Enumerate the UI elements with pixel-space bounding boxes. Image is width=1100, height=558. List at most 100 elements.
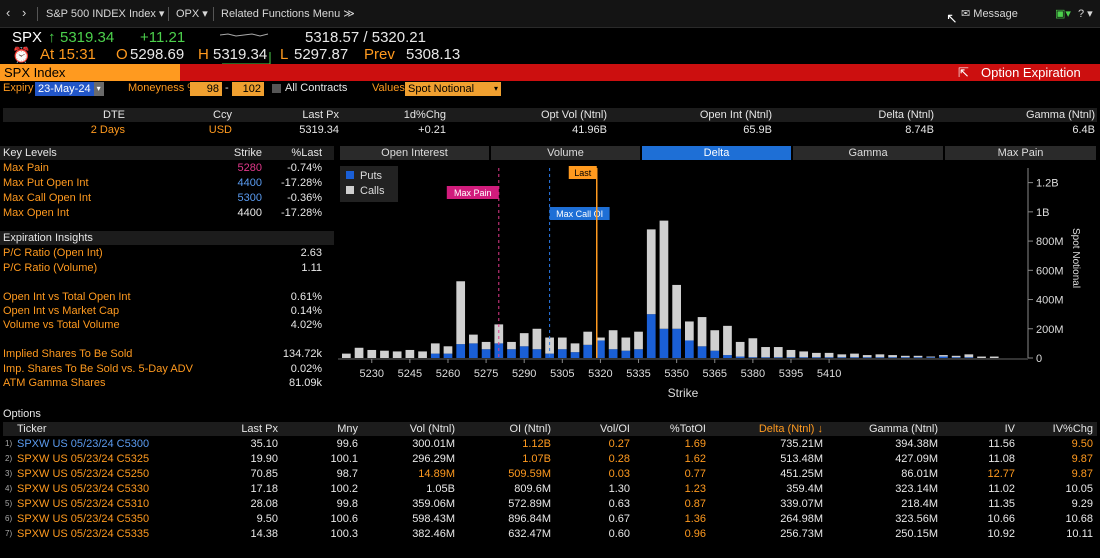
index-label[interactable]: SPX Index xyxy=(0,64,180,81)
x-tick-label: 5410 xyxy=(817,368,841,380)
legend-label-puts: Puts xyxy=(360,170,383,182)
table-row[interactable]: 4) SPXW US 05/23/24 C5330 17.18 100.2 1.05B 8… xyxy=(3,482,1097,496)
key-level-row: Max Call Open Int 5300 -0.36% xyxy=(0,191,334,205)
bar-puts xyxy=(621,350,631,358)
cell-vol: 382.46M xyxy=(412,528,455,540)
cell-pct: 0.77 xyxy=(684,468,706,480)
row-number: 3) xyxy=(5,469,13,478)
values-select[interactable]: Spot Notional ▾ xyxy=(405,82,501,96)
insight-value: 4.02% xyxy=(290,319,322,331)
message-button[interactable]: ✉ Message xyxy=(961,8,1018,20)
max-pain-label: Max Pain xyxy=(454,188,492,198)
bar-puts xyxy=(850,357,859,358)
table-row[interactable]: 5) SPXW US 05/23/24 C5310 28.08 99.8 359.06M… xyxy=(3,497,1097,511)
options-col-header[interactable]: IV xyxy=(1004,423,1015,435)
bar-calls xyxy=(354,347,364,358)
options-col-header[interactable]: Vol/OI xyxy=(600,423,630,435)
bar-calls xyxy=(596,337,605,341)
table-row[interactable]: 2) SPXW US 05/23/24 C5325 19.90 100.1 296.29… xyxy=(3,452,1097,466)
x-tick-label: 5350 xyxy=(664,368,688,380)
cell-delta: 451.25M xyxy=(780,468,823,480)
options-col-header[interactable]: OI (Ntnl) xyxy=(509,423,551,435)
summary-header: DTE Ccy Last Px 1d%Chg Opt Vol (Ntnl) Op… xyxy=(3,108,1097,122)
tab-open-interest[interactable]: Open Interest xyxy=(340,146,490,160)
col-open-int: Open Int (Ntnl) xyxy=(699,109,772,121)
bar-puts xyxy=(685,340,694,358)
key-level-row: Max Put Open Int 4400 -17.28% xyxy=(0,176,334,190)
cell-oi: 896.84M xyxy=(508,513,551,525)
bar-calls xyxy=(735,341,745,357)
bar-calls xyxy=(913,355,923,358)
cell-gamma: 394.38M xyxy=(895,438,938,450)
function-title: Option Expiration xyxy=(981,65,1081,80)
options-col-header[interactable]: Vol (Ntnl) xyxy=(409,423,455,435)
moneyness-low-input[interactable]: 98 xyxy=(190,82,222,96)
key-levels-header: Key Levels Strike %Last xyxy=(0,146,334,160)
bar-calls xyxy=(710,330,720,351)
cell-vol: 359.06M xyxy=(412,498,455,510)
cell-gamma: 218.4M xyxy=(901,498,938,510)
cell-t: SPXW US 05/23/24 C5335 xyxy=(17,528,150,540)
bar-puts xyxy=(939,356,948,358)
title-bar: ‹ › S&P 500 INDEX Index ▾ OPX ▾ Related … xyxy=(0,0,1100,28)
bar-calls xyxy=(723,325,732,356)
summary-row: 2 Days USD 5319.34 +0.21 41.96B 65.9B 8.… xyxy=(3,122,1097,138)
moneyness-high-input[interactable]: 102 xyxy=(232,82,264,96)
high-label: H xyxy=(198,46,209,63)
tab-max-pain[interactable]: Max Pain xyxy=(945,146,1097,160)
cell-gamma: 250.15M xyxy=(895,528,938,540)
bar-puts xyxy=(456,344,466,358)
security-menu[interactable]: S&P 500 INDEX Index ▾ xyxy=(46,8,165,20)
cell-voi: 0.60 xyxy=(608,528,630,540)
expiry-select[interactable]: 23-May-24 ▾ xyxy=(35,82,104,96)
options-col-header[interactable]: %TotOI xyxy=(669,423,706,435)
bar-calls xyxy=(939,355,948,357)
related-functions-menu[interactable]: Related Functions Menu ≫ xyxy=(221,8,355,20)
x-tick-label: 5245 xyxy=(398,368,422,380)
options-col-header[interactable]: Ticker xyxy=(17,423,47,435)
insight-value: 2.63 xyxy=(300,247,322,259)
bar-calls xyxy=(672,284,681,329)
function-menu[interactable]: OPX ▾ xyxy=(176,8,208,20)
bar-puts xyxy=(748,357,758,358)
options-col-header[interactable]: Delta (Ntnl) ↓ xyxy=(758,423,823,435)
open-int-value: 65.9B xyxy=(743,124,772,136)
tab-delta[interactable]: Delta xyxy=(642,146,792,160)
gamma-value: 6.4B xyxy=(1072,124,1095,136)
options-col-header[interactable]: Last Px xyxy=(241,423,278,435)
all-contracts-checkbox[interactable] xyxy=(272,84,281,93)
insight-value: 0.14% xyxy=(290,305,322,317)
table-row[interactable]: 7) SPXW US 05/23/24 C5335 14.38 100.3 382.46… xyxy=(3,527,1097,541)
help-button[interactable]: ? ▾ xyxy=(1078,8,1093,20)
cell-delta: 735.21M xyxy=(780,438,823,450)
options-col-header[interactable]: Mny xyxy=(337,423,358,435)
options-col-header[interactable]: IV%Chg xyxy=(1052,423,1093,435)
cell-pct: 1.23 xyxy=(684,483,706,495)
cell-iv: 11.35 xyxy=(988,498,1015,510)
table-row[interactable]: 3) SPXW US 05/23/24 C5250 70.85 98.7 14.89M 5… xyxy=(3,467,1097,481)
insights-header: Expiration Insights xyxy=(0,231,334,245)
cell-ivc: 9.87 xyxy=(1071,453,1093,465)
export-icon[interactable]: ⇱ xyxy=(958,65,969,80)
bar-calls xyxy=(761,347,770,358)
table-row[interactable]: 6) SPXW US 05/23/24 C5350 9.50 100.6 598.43M… xyxy=(3,512,1097,526)
back-arrow-icon[interactable]: ‹ xyxy=(6,5,11,20)
col-ccy: Ccy xyxy=(213,109,232,121)
tab-gamma[interactable]: Gamma xyxy=(793,146,944,160)
forward-arrow-icon[interactable]: › xyxy=(22,5,27,20)
cell-oi: 1.07B xyxy=(522,453,551,465)
cell-vol: 300.01M xyxy=(412,438,455,450)
up-arrow-icon: ↑ xyxy=(48,29,56,46)
bar-calls xyxy=(469,334,478,344)
cell-oi: 509.59M xyxy=(508,468,551,480)
table-row[interactable]: 1) SPXW US 05/23/24 C5300 35.10 99.6 300.01M… xyxy=(3,437,1097,451)
tab-volume[interactable]: Volume xyxy=(491,146,641,160)
chat-icon[interactable]: ▣▾ xyxy=(1055,8,1071,20)
bar-calls xyxy=(494,324,504,344)
key-level-strike: 4400 xyxy=(237,207,262,219)
bar-puts xyxy=(710,350,720,358)
bar-calls xyxy=(583,331,593,345)
bar-puts xyxy=(672,328,681,358)
options-col-header[interactable]: Gamma (Ntnl) xyxy=(868,423,938,435)
cell-voi: 0.67 xyxy=(608,513,630,525)
